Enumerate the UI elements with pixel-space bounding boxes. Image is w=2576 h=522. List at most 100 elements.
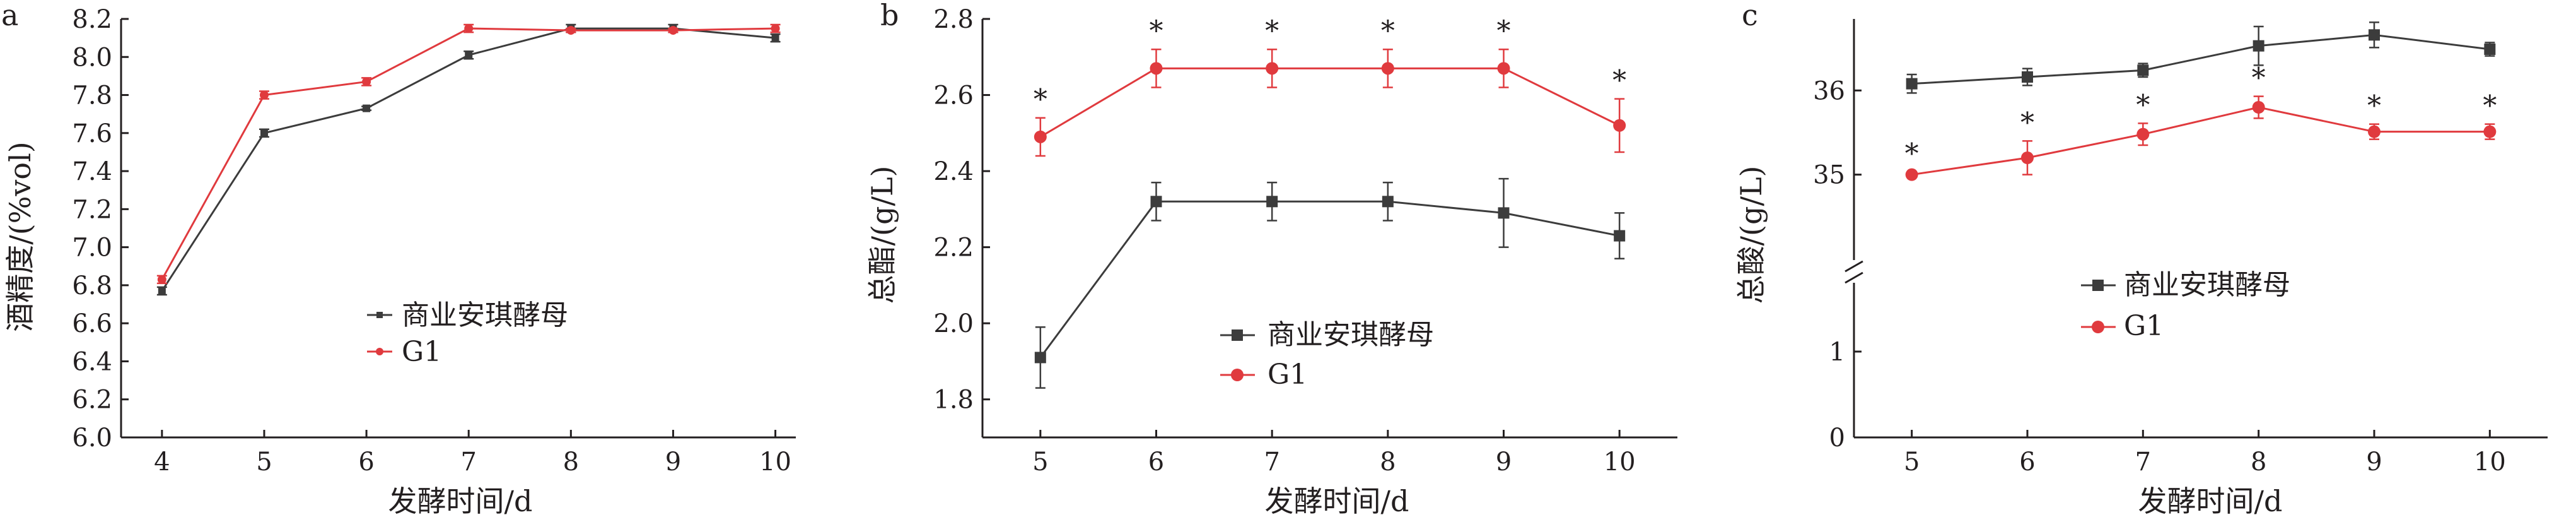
panel-c-significance-star: * — [2367, 90, 2381, 122]
panel-b-data-point-commercial — [1150, 196, 1162, 208]
panel-c-data-point-commercial — [2369, 29, 2380, 41]
panel-c-series-line-commercial — [1911, 33, 2490, 85]
panel-c-significance-star: * — [2020, 107, 2034, 139]
panel-b-y-tick-label: 1.8 — [933, 386, 974, 415]
panel-a-y-tick-label: 8.2 — [72, 5, 112, 34]
panel-b-series-line-commercial — [1039, 200, 1620, 359]
panel-a-x-tick-label: 8 — [563, 448, 579, 477]
panel-a-y-tick-label: 7.8 — [72, 81, 112, 110]
panel-b-data-point-g1 — [1613, 119, 1626, 132]
panel-b-y-tick-label: 2.8 — [933, 5, 974, 34]
panel-c-data-point-g1 — [2368, 125, 2381, 138]
panel-a-y-tick-label: 7.2 — [72, 195, 112, 224]
panel-c-legend-label-g1: G1 — [2124, 310, 2164, 342]
panel-c-legend-label-commercial: 商业安琪酵母 — [2124, 269, 2290, 301]
panel-b-legend-marker-commercial — [1232, 329, 1243, 341]
panel-a-letter: a — [1, 0, 18, 32]
panel-a-data-point-g1 — [771, 24, 780, 33]
panel-a-y-axis-title: 酒精度/(%vol) — [3, 141, 37, 332]
panel-c-plot: 5 6 7 8 9 10 0 1 35 36 * * * * * * — [1813, 19, 2548, 477]
panel-a-x-tick-label: 6 — [358, 448, 374, 477]
panel-a-data-point-g1 — [362, 77, 371, 86]
panel-b-data-point-commercial — [1034, 352, 1046, 364]
panel-b-data-point-g1 — [1034, 130, 1047, 143]
panel-c-data-point-commercial — [2022, 71, 2033, 83]
panel-c-data-point-g1 — [2136, 128, 2150, 141]
panel-a-y-tick-label: 6.2 — [72, 386, 112, 415]
panel-b-x-tick-label: 10 — [1604, 448, 1636, 477]
panel-b-data-point-g1 — [1150, 62, 1163, 75]
panel-a-legend-label-g1: G1 — [402, 336, 441, 368]
panel-a-x-tick-label: 9 — [665, 448, 681, 477]
panel-a-data-point-g1 — [566, 26, 576, 35]
panel-b-x-tick-label: 9 — [1496, 448, 1512, 477]
panel-a-series-line-g1 — [161, 27, 776, 280]
panel-c-y-tick-label: 1 — [1829, 338, 1845, 367]
panel-b-significance-star: * — [1034, 84, 1047, 116]
panel-c-data-point-commercial — [2484, 44, 2496, 55]
panel-c-x-tick-label: 8 — [2251, 448, 2266, 477]
panel-c-axis-break-mark-lower — [1845, 271, 1863, 284]
panel-c-y-tick-label: 35 — [1813, 161, 1845, 190]
panel-b-significance-star: * — [1497, 15, 1511, 47]
panel-a-y-tick-label: 6.8 — [72, 271, 112, 300]
panel-b-y-tick-label: 2.2 — [933, 234, 974, 263]
panel-c-x-tick-label: 9 — [2366, 448, 2382, 477]
panel-b-data-point-commercial — [1498, 207, 1510, 219]
panel-c-y-tick-label: 36 — [1813, 76, 1845, 105]
panel-b-x-axis-title: 发酵时间/d — [1265, 484, 1409, 518]
panel-a-y-tick-label: 8.0 — [72, 43, 112, 72]
panel-a-legend-marker-g1 — [376, 348, 383, 355]
panel-c-x-tick-label: 7 — [2135, 448, 2151, 477]
panel-b-x-tick-label: 5 — [1032, 448, 1048, 477]
panel-a-data-point-commercial — [260, 129, 268, 137]
panel-b-legend-label-commercial: 商业安琪酵母 — [1268, 319, 1434, 351]
panel-b-data-point-g1 — [1381, 62, 1394, 75]
panel-b-x-tick-label: 8 — [1380, 448, 1396, 477]
panel-c-legend: 商业安琪酵母 G1 — [2081, 269, 2290, 342]
panel-a-y-tick-label: 7.6 — [72, 119, 112, 148]
panel-b-data-point-g1 — [1497, 62, 1510, 75]
panel-a-data-point-commercial — [158, 287, 166, 295]
panel-c-significance-star: * — [1905, 138, 1919, 170]
panel-b-legend-label-g1: G1 — [1268, 359, 1307, 391]
panel-b-y-tick-label: 2.6 — [933, 81, 974, 110]
panel-a-data-point-commercial — [465, 51, 473, 59]
panel-b-significance-star: * — [1612, 65, 1626, 97]
panel-a-data-point-commercial — [771, 34, 779, 42]
panel-c-legend-marker-commercial — [2092, 280, 2104, 291]
panel-a-y-tick-label: 6.4 — [72, 347, 112, 376]
panel-a-legend-label-commercial: 商业安琪酵母 — [402, 299, 568, 331]
panel-b-data-point-commercial — [1382, 196, 1394, 208]
panel-b-y-axis-title: 总酯/(g/L) — [865, 166, 899, 304]
panel-b-significance-star: * — [1381, 15, 1395, 47]
panel-a-plot: 4 5 6 7 8 9 10 6.0 6.2 6.4 6.6 6.8 7.0 7.2 7.4 7.6 7.8 8.… — [72, 5, 796, 477]
panel-c-x-tick-label: 10 — [2474, 448, 2506, 477]
panel-a-data-point-g1 — [259, 90, 269, 100]
panel-c-data-point-g1 — [2021, 151, 2034, 164]
panel-c-series-line-g1 — [1911, 106, 2490, 176]
panel-c-letter: c — [1742, 0, 1758, 32]
panel-b-significance-star: * — [1265, 15, 1279, 47]
panel-c-significance-star: * — [2483, 90, 2497, 122]
panel-b-data-point-g1 — [1266, 62, 1279, 75]
panel-a-data-point-g1 — [157, 275, 166, 284]
panel-a-legend-marker-commercial — [376, 312, 383, 318]
panel-c-data-point-g1 — [1905, 168, 1918, 181]
panel-c-significance-star: * — [2136, 89, 2150, 121]
panel-c-x-tick-label: 6 — [2019, 448, 2035, 477]
panel-c-data-point-commercial — [2137, 64, 2149, 76]
panel-a-x-tick-label: 4 — [154, 448, 170, 477]
panel-b-letter: b — [880, 0, 899, 32]
panel-a-y-tick-label: 7.0 — [72, 234, 112, 263]
panel-b-plot: 5 6 7 8 9 10 1.8 2.0 2.2 2.4 2.6 2.8 * * * * * * — [933, 5, 1677, 477]
panel-c-data-point-commercial — [2253, 40, 2264, 52]
panel-c-y-tick-label: 0 — [1829, 424, 1845, 453]
panel-a-y-tick-label: 6.6 — [72, 309, 112, 338]
panel-c-data-point-g1 — [2483, 125, 2497, 138]
panel-c-significance-star: * — [2252, 62, 2266, 95]
panel-a-data-point-commercial — [363, 104, 371, 112]
panel-c-data-point-g1 — [2252, 101, 2265, 114]
panel-a-data-point-g1 — [464, 24, 474, 33]
panel-c-x-tick-label: 5 — [1904, 448, 1920, 477]
